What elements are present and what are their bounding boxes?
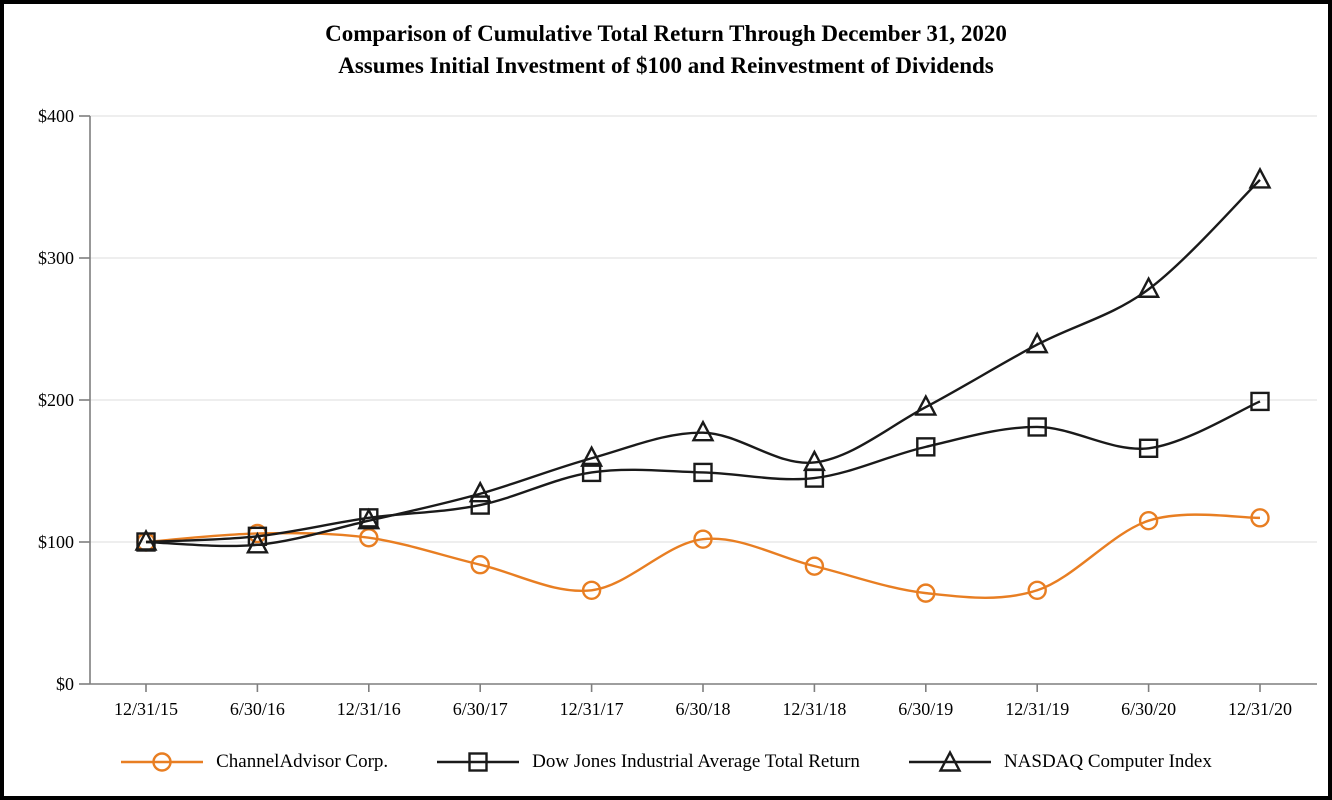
data-point-square-dow-jones-industrial-average-total-return [1027,417,1047,437]
x-tick-label: 6/30/16 [230,699,285,719]
x-tick-label: 12/31/15 [114,699,178,719]
data-point-triangle-nasdaq-computer-index [245,531,269,554]
data-point-triangle-nasdaq-computer-index [914,394,938,416]
y-tick-label: $300 [38,248,74,268]
data-point-square-dow-jones-industrial-average-total-return [581,462,602,483]
data-point-circle-channeladvisor-corp [581,580,602,600]
legend-item-nasdaq-computer: NASDAQ Computer Index [908,750,1212,774]
data-point-triangle-nasdaq-computer-index [802,449,826,472]
data-point-square-dow-jones-industrial-average-total-return [693,462,713,483]
legend-label: ChannelAdvisor Corp. [216,751,389,772]
data-point-triangle-nasdaq-computer-index [357,507,381,530]
legend-item-channeladvisor-corp: ChannelAdvisor Corp. [120,750,388,774]
data-point-triangle-nasdaq-computer-index [580,445,604,467]
data-point-square-dow-jones-industrial-average-total-return [470,495,490,515]
x-tick-label: 6/30/19 [898,699,953,719]
data-point-triangle-nasdaq-computer-index [1137,276,1161,298]
data-point-circle-channeladvisor-corp [804,556,825,576]
x-tick-label: 12/31/18 [782,699,846,719]
data-point-circle-channeladvisor-corp [693,529,713,549]
data-point-square-dow-jones-industrial-average-total-return [916,437,936,457]
y-tick-label: $400 [38,106,74,126]
triangle-marker-icon [908,750,991,772]
data-point-circle-channeladvisor-corp [1138,511,1159,531]
data-point-triangle-nasdaq-computer-index [1248,166,1272,189]
data-point-circle-channeladvisor-corp [1027,580,1047,600]
y-tick-label: $200 [38,390,74,410]
x-tick-label: 6/30/20 [1121,699,1176,719]
data-point-circle-channeladvisor-corp [1250,508,1270,528]
x-tick-label: 12/31/17 [560,699,624,719]
legend-label: NASDAQ Computer Index [1003,751,1212,772]
x-tick-label: 12/31/19 [1005,699,1069,719]
x-tick-label: 6/30/18 [675,699,730,719]
x-tick-label: 12/31/20 [1228,699,1292,719]
data-point-circle-channeladvisor-corp [916,583,936,603]
data-point-circle-channeladvisor-corp [470,555,490,575]
y-tick-label: $0 [56,674,74,694]
x-tick-label: 6/30/17 [453,699,508,719]
chart-legend: ChannelAdvisor Corp. Dow Jones Industria… [4,750,1328,774]
y-tick-label: $100 [38,532,74,552]
legend-label: Dow Jones Industrial Average Total Retur… [532,751,860,772]
data-point-triangle-nasdaq-computer-index [691,419,715,442]
series-line-dow-jones-industrial-average-total-return [145,400,1261,544]
data-point-square-dow-jones-industrial-average-total-return [1138,438,1159,458]
chart-title-line2: Assumes Initial Investment of $100 and R… [338,53,994,78]
series-line-nasdaq-computer-index [145,179,1261,548]
legend-item-dow-jones: Dow Jones Industrial Average Total Retur… [436,750,860,774]
data-point-triangle-nasdaq-computer-index [468,480,492,503]
x-tick-label: 12/31/16 [337,699,401,719]
data-point-triangle-nasdaq-computer-index [134,528,158,551]
series-line-channeladvisor-corp [145,513,1261,599]
chart-title: Comparison of Cumulative Total Return Th… [4,18,1328,82]
data-point-square-dow-jones-industrial-average-total-return [1250,391,1270,412]
circle-marker-icon [121,752,204,772]
plot-area: $400 $300 $200 $100 $0 12/31/15 6/30/16 12/31/1… [38,106,1317,719]
data-point-triangle-nasdaq-computer-index [1025,331,1049,354]
chart-title-line1: Comparison of Cumulative Total Return Th… [325,21,1007,46]
square-marker-icon [437,752,520,772]
